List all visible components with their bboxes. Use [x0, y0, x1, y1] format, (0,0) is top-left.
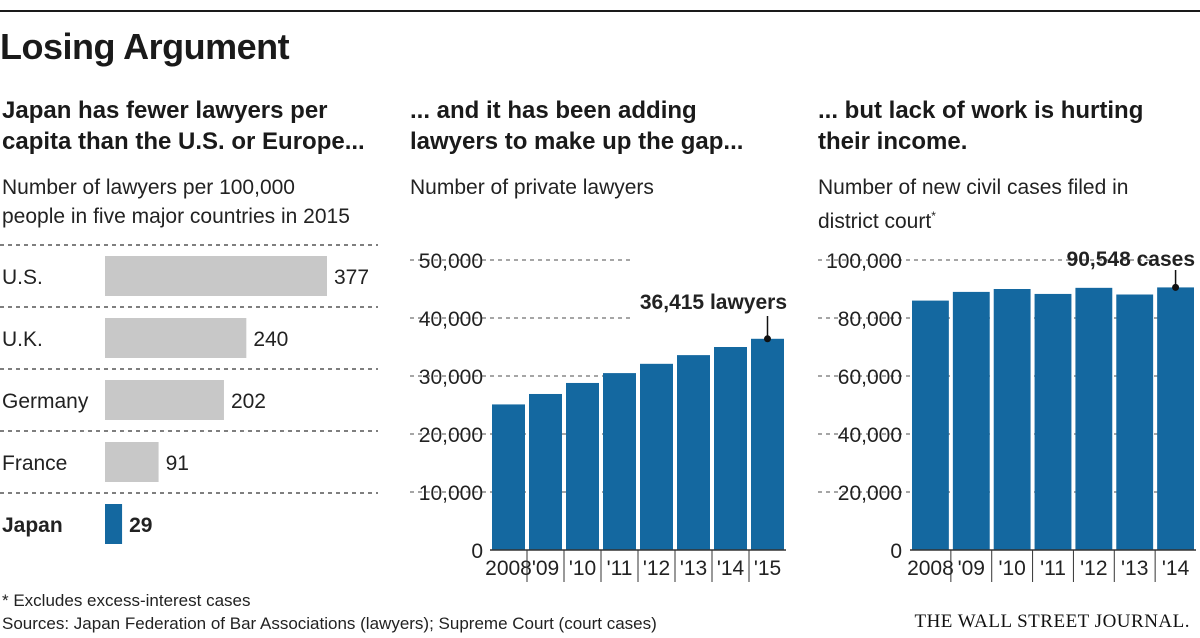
bar-0	[492, 404, 525, 550]
x-tick-label: '13	[1121, 557, 1148, 580]
annotation-label: 90,548 cases	[1067, 248, 1195, 271]
panel-3-heading-line-1: ... but lack of work is hurting	[818, 97, 1144, 124]
bar-6	[714, 347, 747, 550]
bar-2	[566, 382, 599, 550]
x-tick-label: 2008	[907, 557, 954, 580]
bar-us	[105, 256, 327, 296]
value-label: 29	[129, 514, 152, 537]
panel-2-subtitle: Number of private lawyers	[410, 173, 654, 202]
bar-5	[1116, 294, 1154, 550]
footnote-mark: *	[931, 209, 936, 223]
y-tick-label: 20,000	[419, 424, 483, 447]
y-tick-label: 40,000	[838, 424, 902, 447]
value-label: 377	[334, 266, 369, 289]
x-tick-label: '14	[717, 557, 745, 580]
bar-7	[751, 338, 784, 550]
x-tick-label: '12	[1080, 557, 1107, 580]
source-note: Sources: Japan Federation of Bar Associa…	[2, 614, 657, 633]
y-tick-label: 40,000	[419, 308, 483, 331]
bar-1	[952, 291, 990, 550]
bar-4	[640, 363, 673, 550]
x-tick-label: '13	[680, 557, 707, 580]
value-label: 202	[231, 390, 266, 413]
y-tick-label: 0	[471, 540, 483, 563]
x-tick-label: '11	[1040, 557, 1066, 580]
bar-4	[1075, 287, 1113, 550]
panel-3-subtitle: Number of new civil cases filed in distr…	[818, 173, 1128, 236]
bar-japan	[105, 504, 123, 544]
annotation-dot	[764, 335, 771, 343]
bar-uk	[105, 318, 247, 358]
panel-1-subtitle: Number of lawyers per 100,000 people in …	[2, 173, 350, 231]
category-label: U.S.	[2, 266, 43, 289]
y-tick-label: 80,000	[838, 308, 902, 331]
y-tick-label: 100,000	[826, 250, 902, 273]
panel-3-heading-line-2: their income.	[818, 128, 968, 155]
panel-3-heading: ... but lack of work is hurting their in…	[818, 95, 1143, 157]
y-tick-label: 30,000	[419, 366, 483, 389]
y-tick-label: 50,000	[419, 250, 483, 273]
bar-2	[993, 289, 1031, 550]
footnote: * Excludes excess-interest cases	[2, 591, 251, 610]
category-label: U.K.	[2, 328, 43, 351]
category-label: Japan	[2, 514, 63, 537]
panel-3-subtitle-line-1: Number of new civil cases filed in	[818, 176, 1129, 199]
panel-1-subtitle-line-1: Number of lawyers per 100,000	[2, 176, 295, 199]
bar-6	[1157, 287, 1194, 550]
x-tick-label: '10	[998, 557, 1025, 580]
wsj-logo: THE WALL STREET JOURNAL.	[914, 611, 1190, 632]
panel-1-subtitle-line-2: people in five major countries in 2015	[2, 205, 350, 228]
panel-2-heading: ... and it has been adding lawyers to ma…	[410, 95, 743, 157]
bar-france	[105, 442, 159, 482]
x-tick-label: '12	[643, 557, 670, 580]
bar-1	[529, 393, 562, 550]
panel-2-heading-line-2: lawyers to make up the gap...	[410, 128, 744, 155]
bar-5	[677, 355, 710, 550]
bar-3	[603, 373, 636, 550]
y-tick-label: 0	[890, 540, 902, 563]
annotation-dot	[1172, 283, 1180, 291]
x-tick-label: '15	[754, 557, 781, 580]
x-tick-label: '09	[958, 557, 985, 580]
panel-3-subtitle-line-2-text: district court	[818, 210, 932, 233]
x-tick-label: '14	[1162, 557, 1190, 580]
value-label: 91	[166, 452, 189, 475]
value-label: 240	[253, 328, 288, 351]
y-tick-label: 10,000	[419, 482, 483, 505]
top-rule	[0, 10, 1200, 12]
panel-1-heading-line-1: Japan has fewer lawyers per	[2, 97, 328, 124]
category-label: France	[2, 452, 67, 475]
x-tick-label: '11	[607, 557, 633, 580]
bar-3	[1034, 293, 1072, 550]
panel-2-heading-line-1: ... and it has been adding	[410, 97, 697, 124]
bar-0	[912, 300, 949, 550]
y-tick-label: 20,000	[838, 482, 902, 505]
panel-1-heading-line-2: capita than the U.S. or Europe...	[2, 128, 365, 155]
panel-3-subtitle-line-2: district court*	[818, 202, 1128, 236]
x-tick-label: '10	[569, 557, 596, 580]
annotation-label: 36,415 lawyers	[640, 291, 787, 314]
panel-2-subtitle-line-1: Number of private lawyers	[410, 176, 654, 199]
bar-germany	[105, 380, 224, 420]
y-tick-label: 60,000	[838, 366, 902, 389]
page-title: Losing Argument	[0, 26, 290, 67]
panel-1-heading: Japan has fewer lawyers per capita than …	[2, 95, 365, 157]
x-tick-label: '09	[532, 557, 559, 580]
category-label: Germany	[2, 390, 89, 413]
x-tick-label: 2008	[485, 557, 532, 580]
